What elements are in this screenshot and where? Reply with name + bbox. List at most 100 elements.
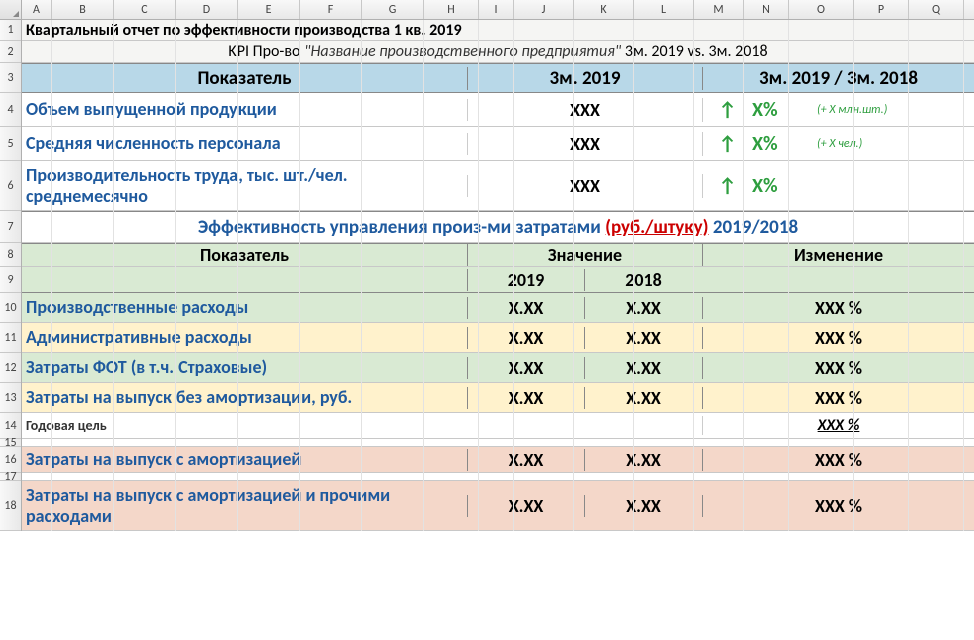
kpi-company: "Название производственного предприятия" xyxy=(304,42,621,61)
spacer-row-17 xyxy=(22,473,974,481)
section2-title-row: Эффективность управления произ-ми затрат… xyxy=(22,211,974,243)
hdr-period: 3м. 2019 xyxy=(467,67,702,90)
s2-hdr-value: Значение xyxy=(467,244,702,266)
col-header-I[interactable]: I xyxy=(479,0,514,19)
spacer-row-15 xyxy=(22,439,974,447)
goal-label: Годовая цель xyxy=(22,417,467,434)
kpi-value: XXX xyxy=(467,99,702,121)
cost-v1: X.XX xyxy=(467,327,584,349)
hdr-indicator: Показатель xyxy=(22,67,467,90)
cost-v1: X.XX xyxy=(467,387,584,409)
goal-value: XXX % xyxy=(702,416,974,435)
kpi-row: Средняя численность персоналаXXX↑X%(+ X … xyxy=(22,127,974,161)
col-header-F[interactable]: F xyxy=(300,0,362,19)
cost-v2: X.XX xyxy=(584,297,702,319)
col-header-O[interactable]: O xyxy=(789,0,854,19)
s2-hdr-y1: 2019 xyxy=(467,269,584,291)
section2-title-accent: (руб./штуку) xyxy=(605,216,709,239)
row-header-13[interactable]: 13 xyxy=(0,383,21,413)
section2-title-prefix: Эффективность управления произ-ми затрат… xyxy=(198,216,605,239)
section2-title: Эффективность управления произ-ми затрат… xyxy=(22,216,974,239)
kpi-title: KPI Про-во "Название производственного п… xyxy=(22,42,974,61)
row-header-4[interactable]: 4 xyxy=(0,93,21,127)
cost-label: Затраты ФОТ (в т.ч. Страховые) xyxy=(22,357,467,378)
row-header-9[interactable]: 9 xyxy=(0,267,21,293)
amort-change: XXX % xyxy=(702,495,974,517)
row-header-8[interactable]: 8 xyxy=(0,243,21,267)
row-header-6[interactable]: 6 xyxy=(0,161,21,211)
goal-row: Годовая цель XXX % xyxy=(22,413,974,439)
title-row: Квартальный отчет по эффективности произ… xyxy=(22,20,974,41)
amort-change: XXX % xyxy=(702,449,974,471)
col-header-G[interactable]: G xyxy=(362,0,424,19)
row-header-17[interactable]: 17 xyxy=(0,473,21,481)
row-header-5[interactable]: 5 xyxy=(0,127,21,161)
report-title: Квартальный отчет по эффективности произ… xyxy=(22,21,462,40)
kpi-pct: X% xyxy=(752,132,817,156)
col-header-D[interactable]: D xyxy=(176,0,238,19)
row-header-12[interactable]: 12 xyxy=(0,353,21,383)
amort-row: Затраты на выпуск с амортизациейX.XXX.XX… xyxy=(22,447,974,473)
col-header-P[interactable]: P xyxy=(854,0,909,19)
amort-v1: X.XX xyxy=(467,449,584,471)
amort-row: Затраты на выпуск с амортизацией и прочи… xyxy=(22,481,974,531)
row-header-18[interactable]: 18 xyxy=(0,481,21,531)
section2-header-row2: 2019 2018 xyxy=(22,267,974,293)
col-header-K[interactable]: K xyxy=(574,0,634,19)
cost-row: Затраты на выпуск без амортизации, руб.X… xyxy=(22,383,974,413)
row-header-2[interactable]: 2 xyxy=(0,41,21,63)
kpi-row: Производительность труда, тыс. шт./чел. … xyxy=(22,161,974,211)
row-header-11[interactable]: 11 xyxy=(0,323,21,353)
kpi-delta: (+ X чел.) xyxy=(817,137,974,151)
col-header-H[interactable]: H xyxy=(424,0,479,19)
row-header-1[interactable]: 1 xyxy=(0,20,21,41)
s2-hdr-change: Изменение xyxy=(702,244,974,266)
s2-hdr-indicator: Показатель xyxy=(22,244,467,266)
cost-v2: X.XX xyxy=(584,327,702,349)
amort-v1: X.XX xyxy=(467,495,584,517)
col-header-E[interactable]: E xyxy=(238,0,300,19)
col-header-N[interactable]: N xyxy=(744,0,789,19)
kpi-prefix: KPI Про-во xyxy=(228,42,304,61)
select-all-corner[interactable] xyxy=(0,0,22,19)
cost-v2: X.XX xyxy=(584,387,702,409)
s2-hdr-y2: 2018 xyxy=(584,269,702,291)
cost-label: Административные расходы xyxy=(22,327,467,348)
col-header-Q[interactable]: Q xyxy=(909,0,964,19)
col-header-J[interactable]: J xyxy=(514,0,574,19)
row-header-10[interactable]: 10 xyxy=(0,293,21,323)
kpi-delta: (+ X млн.шт.) xyxy=(817,103,974,117)
cost-label: Затраты на выпуск без амортизации, руб. xyxy=(22,387,467,408)
col-header-M[interactable]: M xyxy=(694,0,744,19)
spreadsheet-grid[interactable]: Квартальный отчет по эффективности произ… xyxy=(22,20,974,531)
cost-v1: X.XX xyxy=(467,297,584,319)
cost-label: Производственные расходы xyxy=(22,297,467,318)
kpi-label: Средняя численность персонала xyxy=(22,133,467,154)
col-header-B[interactable]: B xyxy=(52,0,114,19)
section2-title-suffix: 2019/2018 xyxy=(709,216,799,239)
cost-v2: X.XX xyxy=(584,357,702,379)
kpi-label: Производительность труда, тыс. шт./чел. … xyxy=(22,165,467,206)
amort-label: Затраты на выпуск с амортизацией xyxy=(22,449,467,470)
cost-row: Административные расходыX.XXX.XXXXX % xyxy=(22,323,974,353)
kpi-value: XXX xyxy=(467,133,702,155)
row-header-3[interactable]: 3 xyxy=(0,63,21,93)
row-header-15[interactable]: 15 xyxy=(0,439,21,447)
col-header-L[interactable]: L xyxy=(634,0,694,19)
trend-arrow-icon: ↑ xyxy=(702,132,752,156)
hdr-compare: 3м. 2019 / 3м. 2018 xyxy=(702,67,974,90)
trend-arrow-icon: ↑ xyxy=(702,98,752,122)
column-header-bar: ABCDEFGHIJKLMNOPQ xyxy=(0,0,974,20)
kpi-pct: X% xyxy=(752,174,817,198)
kpi-value: XXX xyxy=(467,175,702,197)
amort-label: Затраты на выпуск с амортизацией и прочи… xyxy=(22,485,467,526)
amort-v2: X.XX xyxy=(584,495,702,517)
amort-v2: X.XX xyxy=(584,449,702,471)
cost-change: XXX % xyxy=(702,327,974,349)
col-header-C[interactable]: C xyxy=(114,0,176,19)
row-header-7[interactable]: 7 xyxy=(0,211,21,243)
kpi-pct: X% xyxy=(752,98,817,122)
cost-row: Затраты ФОТ (в т.ч. Страховые)X.XXX.XXXX… xyxy=(22,353,974,383)
trend-arrow-icon: ↑ xyxy=(702,174,752,198)
col-header-A[interactable]: A xyxy=(22,0,52,19)
